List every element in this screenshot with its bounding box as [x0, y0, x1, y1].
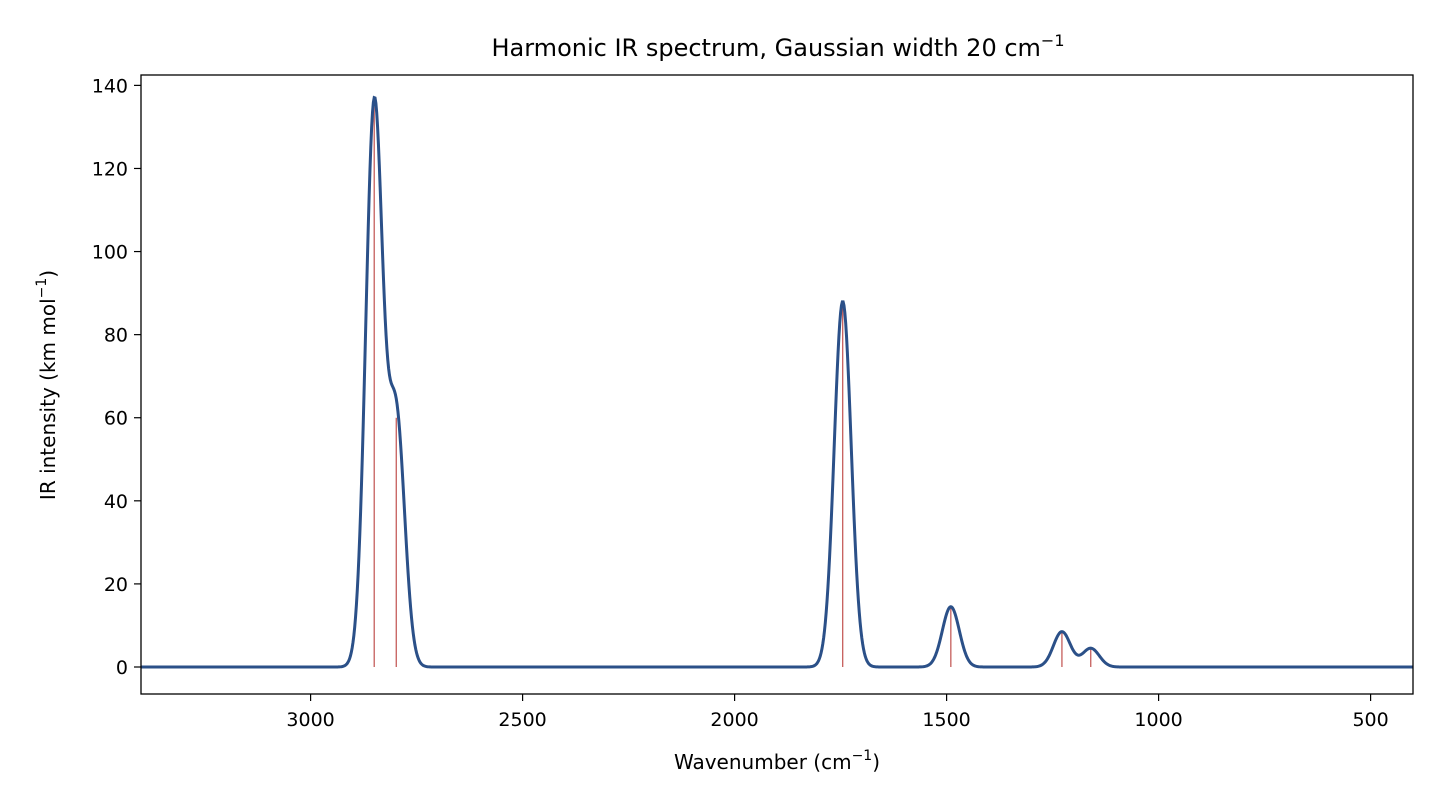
- stick-lines: [373, 106, 1092, 667]
- y-tick-label: 80: [104, 325, 128, 347]
- x-axis-ticks: 3000 2500 2000 1500 1000 500: [286, 694, 1389, 731]
- chart-title: Harmonic IR spectrum, Gaussian width 20 …: [491, 31, 1064, 62]
- x-axis-label: Wavenumber (cm−1): [674, 748, 880, 774]
- x-tick-label: 2000: [710, 709, 758, 731]
- x-tick-label: 500: [1352, 709, 1388, 731]
- y-tick-label: 60: [104, 408, 128, 430]
- spectrum-line: [141, 95, 1413, 669]
- y-tick-label: 120: [92, 158, 128, 180]
- x-tick-label: 1000: [1134, 709, 1182, 731]
- x-tick-label: 2500: [498, 709, 546, 731]
- y-axis-ticks: 0 20 40 60 80 100 120 140: [92, 75, 141, 679]
- y-axis-label: IR intensity (km mol−1): [34, 270, 60, 500]
- y-tick-label: 140: [92, 75, 128, 97]
- x-tick-label: 3000: [286, 709, 334, 731]
- y-tick-label: 100: [92, 242, 128, 264]
- y-tick-label: 40: [104, 491, 128, 513]
- y-tick-label: 0: [116, 657, 128, 679]
- y-tick-label: 20: [104, 574, 128, 596]
- plot-frame: [140, 74, 1414, 695]
- x-tick-label: 1500: [922, 709, 970, 731]
